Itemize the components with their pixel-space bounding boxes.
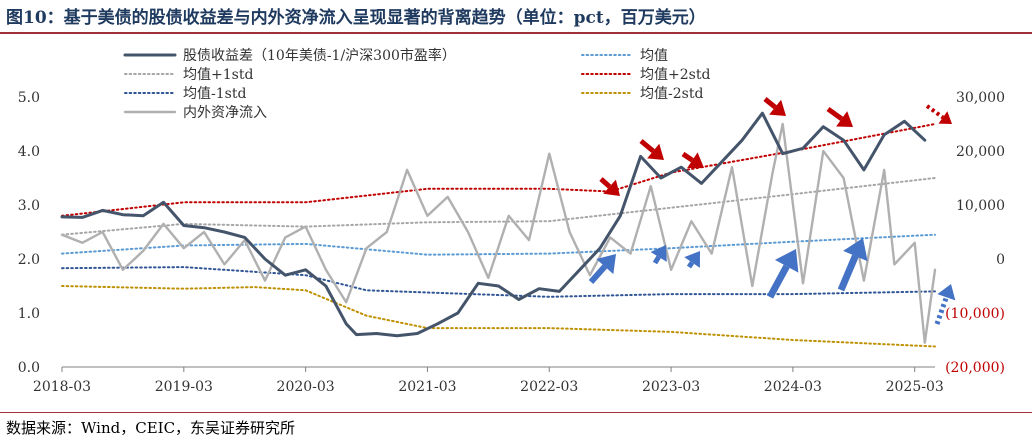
blue-arrow-head: [650, 245, 667, 262]
legend-label-plus2: 均值+2std: [640, 67, 710, 83]
red-arrow-head: [687, 152, 704, 169]
blue-arrow-shaft: [686, 261, 695, 269]
series-line-mean: [61, 233, 936, 256]
series-layer: [60, 111, 937, 348]
legend-label-plus1: 均值+1std: [183, 67, 253, 83]
y-left-tick-label: 3.0: [18, 198, 40, 214]
red-arrow-dashed-head: [938, 111, 952, 124]
source-rule: [0, 412, 1032, 413]
red-arrow: [681, 151, 704, 169]
y-left-tick-label: 1.0: [18, 306, 40, 322]
blue-arrow-dashed-shaft: [934, 296, 949, 325]
x-tick-label: 2020-03: [277, 379, 335, 395]
red-arrow-shaft: [826, 106, 844, 121]
y-right-tick-label: (20,000): [945, 360, 1005, 376]
red-arrow: [763, 97, 786, 116]
x-tick-label: 2022-03: [520, 379, 578, 395]
y-right-tick-label: 20,000: [956, 144, 1005, 160]
red-arrow-head: [836, 111, 853, 127]
x-tick-label: 2025-03: [886, 379, 944, 395]
red-arrow-shaft: [639, 139, 655, 154]
legend-label-minus1: 均值-1std: [183, 86, 246, 102]
red-arrow-shaft: [681, 151, 694, 163]
legend-label-spread: 股债收益差（10年美债-1/沪深300市盈率）: [183, 47, 456, 64]
axes: 2018-03 2019-03 2020-03 2021-03 2022-03 2023-…: [18, 90, 1005, 395]
x-tick-label: 2019-03: [155, 379, 213, 395]
blue-arrow: [588, 254, 616, 284]
series-line-flow: [60, 122, 937, 344]
y-right-tick-label: (10,000): [945, 306, 1005, 322]
blue-arrow-shaft: [588, 264, 608, 284]
blue-arrow-shaft: [837, 254, 859, 292]
x-tick-label: 2023-03: [642, 379, 700, 395]
annotation-arrows: [588, 97, 956, 325]
x-tick-label: 2024-03: [764, 379, 822, 395]
y-right-tick-label: 10,000: [956, 198, 1005, 214]
y-left-tick-label: 4.0: [18, 144, 40, 160]
x-tick-label: 2018-03: [33, 379, 91, 395]
blue-arrow-shaft: [766, 264, 790, 299]
blue-arrow: [684, 251, 700, 269]
red-arrow-head: [769, 99, 786, 116]
title-rule: [0, 32, 1032, 34]
blue-arrow: [650, 245, 667, 265]
legend: 股债收益差（10年美债-1/沪深300市盈率） 均值+1std 均值-1std 内外资…: [123, 47, 710, 121]
red-arrow: [826, 106, 853, 127]
blue-arrow-dashed-head: [937, 284, 956, 301]
chart-canvas: 2018-03 2019-03 2020-03 2021-03 2022-03 2023-…: [18, 47, 1005, 395]
y-left-tick-label: 0.0: [18, 360, 40, 376]
y-right-tick-label: 0: [996, 252, 1005, 268]
red-arrow-shaft: [763, 97, 777, 110]
series-line-plus1: [61, 177, 936, 236]
blue-arrow-shaft: [652, 255, 661, 265]
red-arrow-head: [603, 179, 620, 196]
figure-title: 图10：基于美债的股债收益差与内外资净流入呈现显著的背离趋势（单位：pct，百万…: [6, 8, 706, 28]
y-right-tick-label: 30,000: [956, 90, 1005, 106]
blue-arrow: [837, 238, 868, 292]
red-arrow-shaft: [599, 177, 612, 189]
y-left-tick-label: 5.0: [18, 90, 40, 106]
series-line-minus2: [61, 285, 936, 348]
red-arrow-dashed: [925, 104, 952, 124]
blue-arrow-head: [684, 251, 700, 268]
red-arrow: [639, 139, 664, 160]
red-arrow-head: [647, 143, 664, 160]
y-left-tick-label: 2.0: [18, 252, 40, 268]
red-arrow-dashed-shaft: [925, 104, 945, 120]
series-line-minus1: [61, 266, 936, 298]
blue-arrow-head: [596, 254, 616, 275]
blue-arrow-head: [843, 238, 868, 262]
legend-label-mean: 均值: [640, 48, 668, 64]
legend-label-minus2: 均值-2std: [640, 86, 703, 102]
legend-label-flow: 内外资净流入: [183, 105, 267, 121]
series-line-plus2: [61, 123, 936, 217]
x-tick-label: 2021-03: [398, 379, 456, 395]
blue-arrow-dashed: [934, 284, 956, 325]
source-note: 数据来源：Wind，CEIC，东吴证券研究所: [6, 419, 296, 437]
red-arrow: [599, 177, 620, 196]
blue-arrow: [766, 249, 799, 299]
series-line-spread: [60, 111, 927, 338]
blue-arrow-head: [774, 249, 799, 273]
